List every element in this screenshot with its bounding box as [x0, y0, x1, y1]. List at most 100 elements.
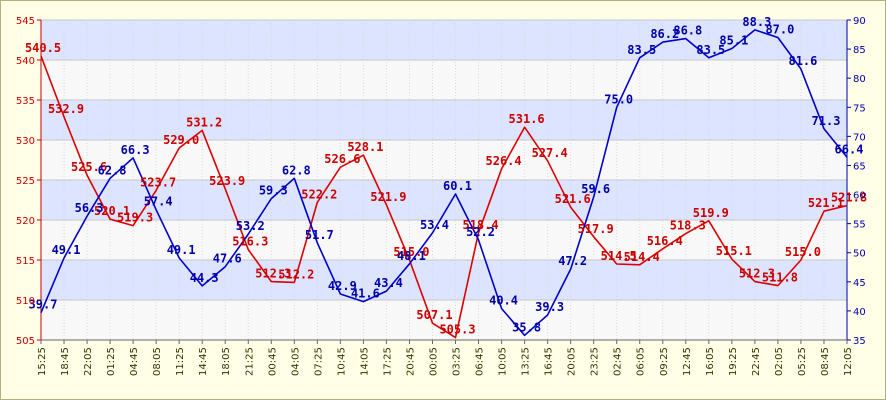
- x-tick-label: 02:05: [774, 347, 785, 376]
- right-tick-label: 60: [853, 191, 866, 202]
- x-tick-label: 14:45: [198, 347, 209, 376]
- red-data-label: 526.4: [486, 154, 522, 168]
- blue-data-label: 60.1: [443, 179, 472, 193]
- plot-band: [41, 20, 847, 60]
- x-tick-label: 03:25: [452, 347, 463, 376]
- red-data-label: 527.4: [532, 146, 568, 160]
- tick-labels: 505 510 515 520 525 530 535 540 545 35 40 45 50 55 60 6…: [16, 16, 866, 376]
- blue-data-label: 52.2: [466, 225, 495, 239]
- red-data-label: 515.1: [716, 244, 752, 258]
- x-tick-label: 07:25: [313, 347, 324, 376]
- x-tick-label: 14:05: [359, 347, 370, 376]
- plot-band: [41, 60, 847, 100]
- x-tick-label: 08:05: [152, 347, 163, 376]
- red-data-label: 532.9: [48, 102, 84, 116]
- x-tick-label: 23:25: [590, 347, 601, 376]
- red-data-label: 512.3: [739, 267, 775, 281]
- x-tick-label: 00:45: [267, 347, 278, 376]
- right-tick-label: 50: [853, 249, 866, 260]
- red-data-label: 517.9: [578, 222, 614, 236]
- x-tick-label: 20:45: [405, 347, 416, 376]
- x-tick-label: 17:25: [382, 347, 393, 376]
- blue-data-label: 39.3: [535, 300, 564, 314]
- right-tick-label: 85: [853, 45, 866, 56]
- blue-data-label: 59.6: [581, 182, 610, 196]
- blue-data-label: 62.8: [282, 163, 311, 177]
- x-tick-label: 04:45: [129, 347, 140, 376]
- blue-data-label: 47.2: [558, 254, 587, 268]
- right-tick-label: 35: [853, 336, 866, 347]
- red-data-label: 531.2: [186, 115, 222, 129]
- x-tick-label: 04:05: [290, 347, 301, 376]
- x-tick-label: 10:05: [498, 347, 509, 376]
- blue-data-label: 40.4: [489, 294, 518, 308]
- blue-data-label: 86.2: [650, 27, 679, 41]
- blue-data-label: 42.9: [328, 279, 357, 293]
- blue-data-label: 62.8: [98, 163, 127, 177]
- right-tick-label: 90: [853, 16, 866, 27]
- plot-band: [41, 260, 847, 300]
- x-tick-label: 18:05: [221, 347, 232, 376]
- plot-band: [41, 100, 847, 140]
- red-data-label: 514.5: [601, 249, 637, 263]
- red-data-label: 528.1: [347, 140, 383, 154]
- blue-data-label: 48.1: [397, 249, 426, 263]
- left-tick-label: 525: [16, 176, 35, 187]
- blue-data-label: 75.0: [604, 92, 633, 106]
- red-data-label: 521.9: [370, 190, 406, 204]
- red-data-label: 520.1: [94, 204, 130, 218]
- x-tick-label: 00:05: [428, 347, 439, 376]
- x-tick-label: 05:25: [797, 347, 808, 376]
- x-tick-label: 18:45: [60, 347, 71, 376]
- red-data-label: 518.4: [462, 218, 498, 232]
- red-data-label: 529.0: [163, 133, 199, 147]
- blue-data-label: 66.3: [121, 143, 150, 157]
- blue-data-label: 71.3: [812, 114, 841, 128]
- x-tick-label: 06:05: [636, 347, 647, 376]
- blue-data-label: 83.5: [627, 43, 656, 57]
- x-tick-label: 19:25: [728, 347, 739, 376]
- red-data-label: 512.3: [255, 267, 291, 281]
- blue-data-label: 47.6: [213, 252, 242, 266]
- right-tick-label: 70: [853, 132, 866, 143]
- blue-data-label: 43.4: [374, 276, 403, 290]
- x-tick-label: 21:25: [244, 347, 255, 376]
- red-data-label: 511.8: [762, 271, 798, 285]
- red-data-label: 522.2: [301, 187, 337, 201]
- plot-band: [41, 300, 847, 340]
- blue-data-label: 39.7: [29, 298, 58, 312]
- x-tick-label: 12:05: [843, 347, 854, 376]
- left-tick-label: 505: [16, 336, 35, 347]
- x-tick-label: 22:05: [83, 347, 94, 376]
- left-tick-label: 515: [16, 256, 35, 267]
- blue-data-label: 81.6: [788, 54, 817, 68]
- x-tick-label: 11:25: [175, 347, 186, 376]
- blue-data-label: 49.1: [167, 243, 196, 257]
- red-data-label: 523.9: [209, 174, 245, 188]
- red-data-label: 515.0: [785, 245, 821, 259]
- blue-data-label: 35.8: [512, 320, 541, 334]
- x-tick-label: 09:25: [659, 347, 670, 376]
- blue-data-label: 44.3: [190, 271, 219, 285]
- right-tick-label: 65: [853, 161, 866, 172]
- left-tick-label: 510: [16, 296, 35, 307]
- axes: [37, 19, 851, 344]
- blue-data-label: 41.6: [351, 287, 380, 301]
- red-data-label: 505.3: [439, 323, 475, 337]
- blue-data-label: 51.7: [305, 228, 334, 242]
- right-tick-label: 75: [853, 103, 866, 114]
- x-tick-label: 02:45: [613, 347, 624, 376]
- x-tick-label: 15:25: [37, 347, 48, 376]
- blue-data-label: 49.1: [52, 243, 81, 257]
- x-tick-label: 20:05: [567, 347, 578, 376]
- blue-data-label: 87.0: [765, 22, 794, 36]
- blue-data-label: 56.3: [75, 201, 104, 215]
- x-tick-label: 16:05: [705, 347, 716, 376]
- red-data-label: 521.1: [808, 196, 844, 210]
- red-data-label: 519.3: [117, 211, 153, 225]
- right-tick-label: 40: [853, 307, 866, 318]
- left-tick-label: 535: [16, 96, 35, 107]
- red-data-label: 516.3: [232, 235, 268, 249]
- x-tick-label: 01:25: [106, 347, 117, 376]
